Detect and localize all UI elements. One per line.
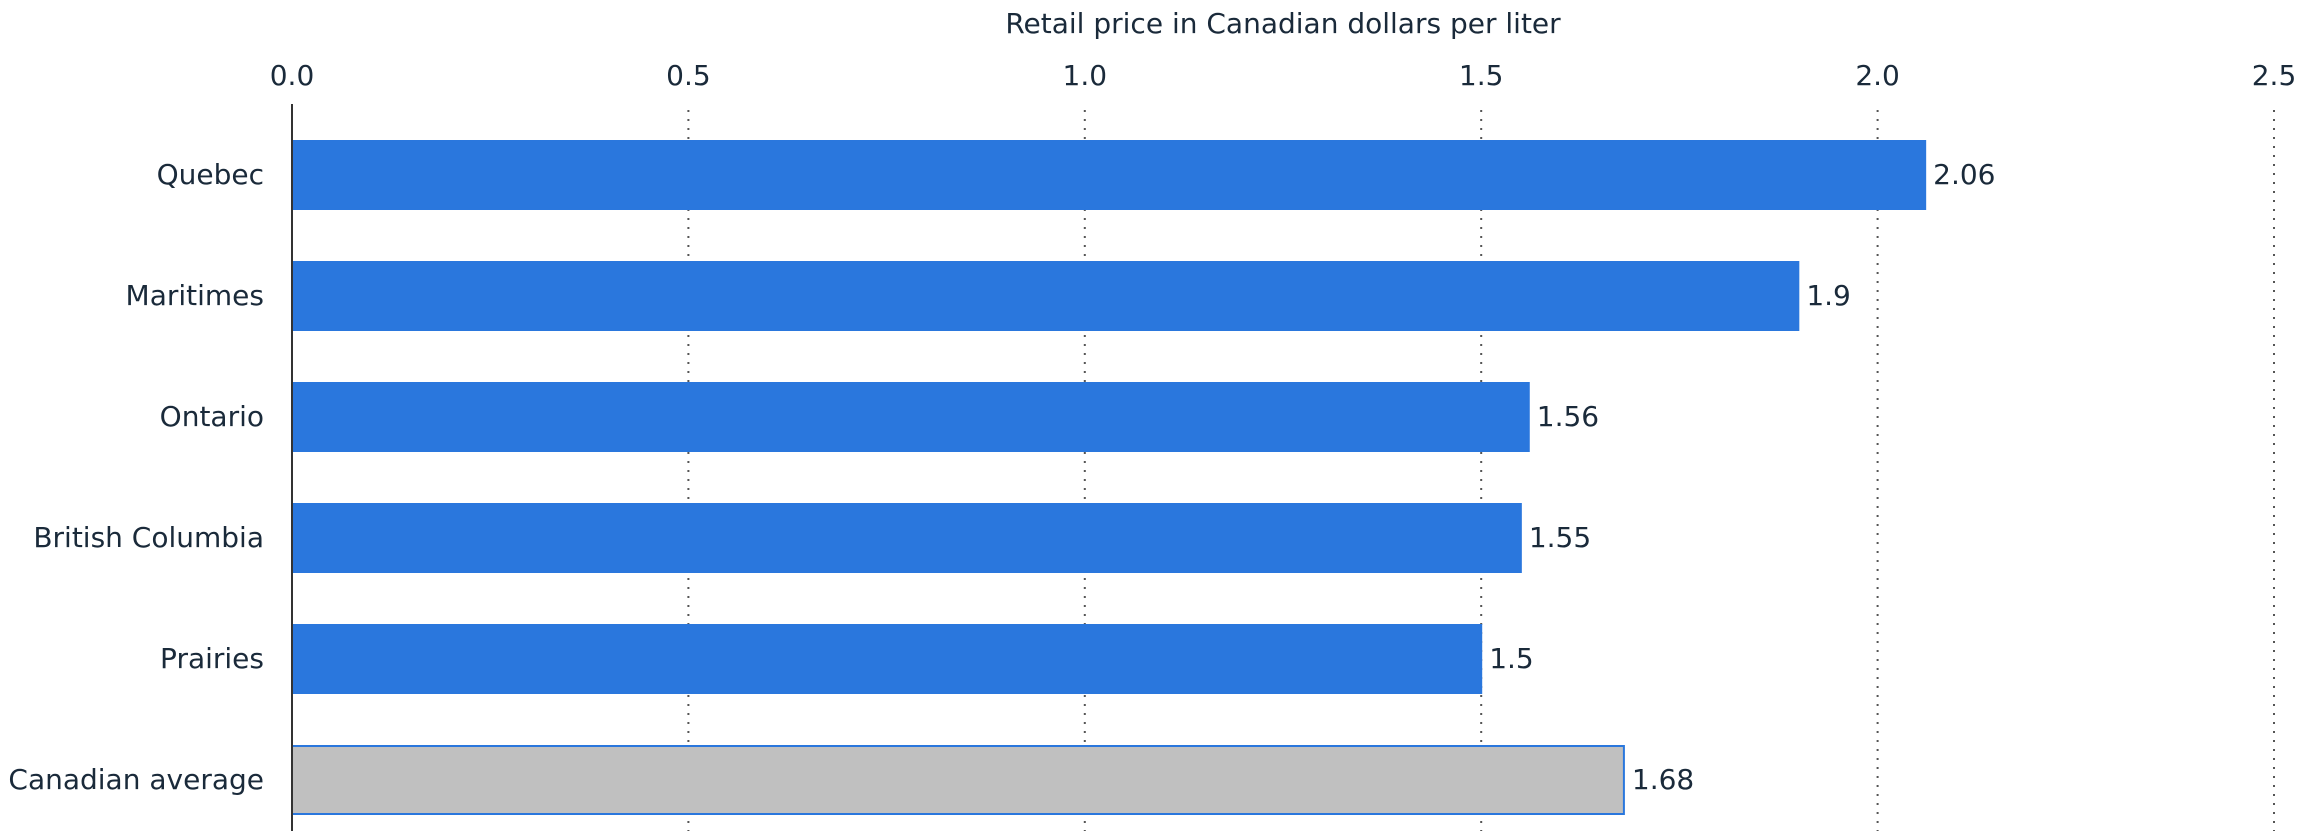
y-tick-label: Quebec bbox=[157, 158, 264, 191]
bar bbox=[291, 382, 1530, 452]
y-tick-label: British Columbia bbox=[33, 521, 264, 554]
x-tick-label: 2.0 bbox=[1855, 59, 1900, 92]
x-tick-label: 0.5 bbox=[666, 59, 711, 92]
bar bbox=[291, 624, 1483, 694]
value-label: 1.9 bbox=[1806, 279, 1851, 312]
y-tick-label: Canadian average bbox=[8, 763, 264, 796]
value-label: 1.56 bbox=[1537, 400, 1599, 433]
value-label: 1.68 bbox=[1632, 763, 1694, 796]
x-tick-label: 1.5 bbox=[1459, 59, 1504, 92]
x-axis-title: Retail price in Canadian dollars per lit… bbox=[1005, 7, 1561, 40]
value-label: 2.06 bbox=[1933, 158, 1995, 191]
value-label: 1.55 bbox=[1529, 521, 1591, 554]
y-tick-label: Maritimes bbox=[126, 279, 264, 312]
bar bbox=[291, 745, 1625, 815]
bar bbox=[291, 503, 1522, 573]
bar bbox=[291, 261, 1800, 331]
x-tick-label: 0.0 bbox=[270, 59, 315, 92]
y-tick-label: Ontario bbox=[160, 400, 264, 433]
bar bbox=[291, 140, 1927, 210]
x-tick-label: 2.5 bbox=[2252, 59, 2297, 92]
value-label: 1.5 bbox=[1489, 642, 1534, 675]
y-tick-label: Prairies bbox=[160, 642, 264, 675]
x-tick-label: 1.0 bbox=[1063, 59, 1108, 92]
